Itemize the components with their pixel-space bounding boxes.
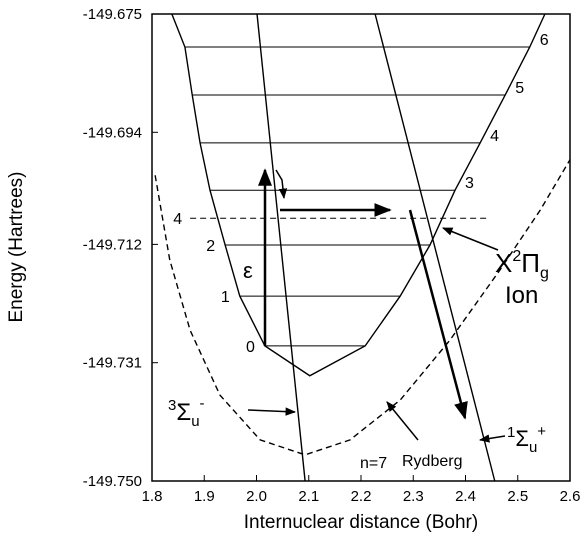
sigma-minus-label: 3Σu- — [168, 395, 205, 430]
level-label: 5 — [515, 80, 524, 97]
ion-label: X2Πg — [495, 248, 549, 282]
x-tick-label: 2.6 — [560, 488, 581, 505]
x-tick-label: 2.3 — [403, 488, 424, 505]
sigma-plus-label: 1Σu+ — [507, 423, 546, 456]
x-tick-label: 2.4 — [455, 488, 476, 505]
level-label: 3 — [465, 175, 474, 192]
x-tick-label: 1.8 — [142, 488, 163, 505]
sm-sign: - — [200, 395, 205, 412]
ion-pi: Π — [521, 248, 540, 278]
x-tick-label: 2.5 — [507, 488, 528, 505]
ion-label-2: Ion — [505, 282, 538, 309]
curve — [374, 13, 496, 482]
sp-sup: 1 — [507, 424, 515, 441]
ion-sub: g — [540, 265, 549, 282]
level-label: 2 — [206, 238, 215, 255]
sm-sigma: Σ — [176, 399, 191, 426]
x-tick-label: 1.9 — [194, 488, 215, 505]
curve — [256, 13, 306, 482]
y-tick-label: -149.712 — [83, 236, 142, 253]
rydberg-pointer — [386, 401, 419, 441]
ion-pointer — [442, 227, 499, 251]
curve — [171, 13, 546, 377]
sigma-minus-pointer — [247, 407, 297, 416]
ion-x: X — [495, 248, 512, 278]
y-tick-label: -149.750 — [83, 473, 142, 490]
sp-sign: + — [537, 423, 546, 440]
ion-sup: 2 — [512, 248, 521, 265]
level-label: 1 — [221, 289, 230, 306]
x-axis-title: Internuclear distance (Bohr) — [244, 512, 478, 533]
y-tick-label: -149.731 — [83, 355, 142, 372]
level-label: 0 — [246, 339, 255, 356]
rydberg-label: Rydberg — [402, 453, 462, 470]
x-tick-label: 2.2 — [351, 488, 372, 505]
y-tick-label: -149.694 — [83, 124, 142, 141]
y-axis-title: Energy (Hartrees) — [6, 172, 27, 323]
x-tick-label: 2.1 — [298, 488, 319, 505]
level-label: 4 — [490, 128, 499, 145]
n-label: n=7 — [360, 455, 387, 472]
curve — [154, 159, 571, 456]
sm-sup: 3 — [168, 397, 176, 414]
small-arrow — [275, 169, 288, 200]
x-tick-label: 2.0 — [246, 488, 267, 505]
level-label: 6 — [540, 32, 549, 49]
sp-sigma: Σ — [515, 426, 529, 451]
sm-sub: u — [191, 413, 199, 430]
y-tick-label: -149.675 — [83, 6, 142, 23]
epsilon-label: ε — [243, 258, 253, 283]
decay-arrow — [408, 209, 468, 420]
sp-sub: u — [529, 439, 537, 456]
rydberg-level-label: 4 — [173, 211, 182, 228]
